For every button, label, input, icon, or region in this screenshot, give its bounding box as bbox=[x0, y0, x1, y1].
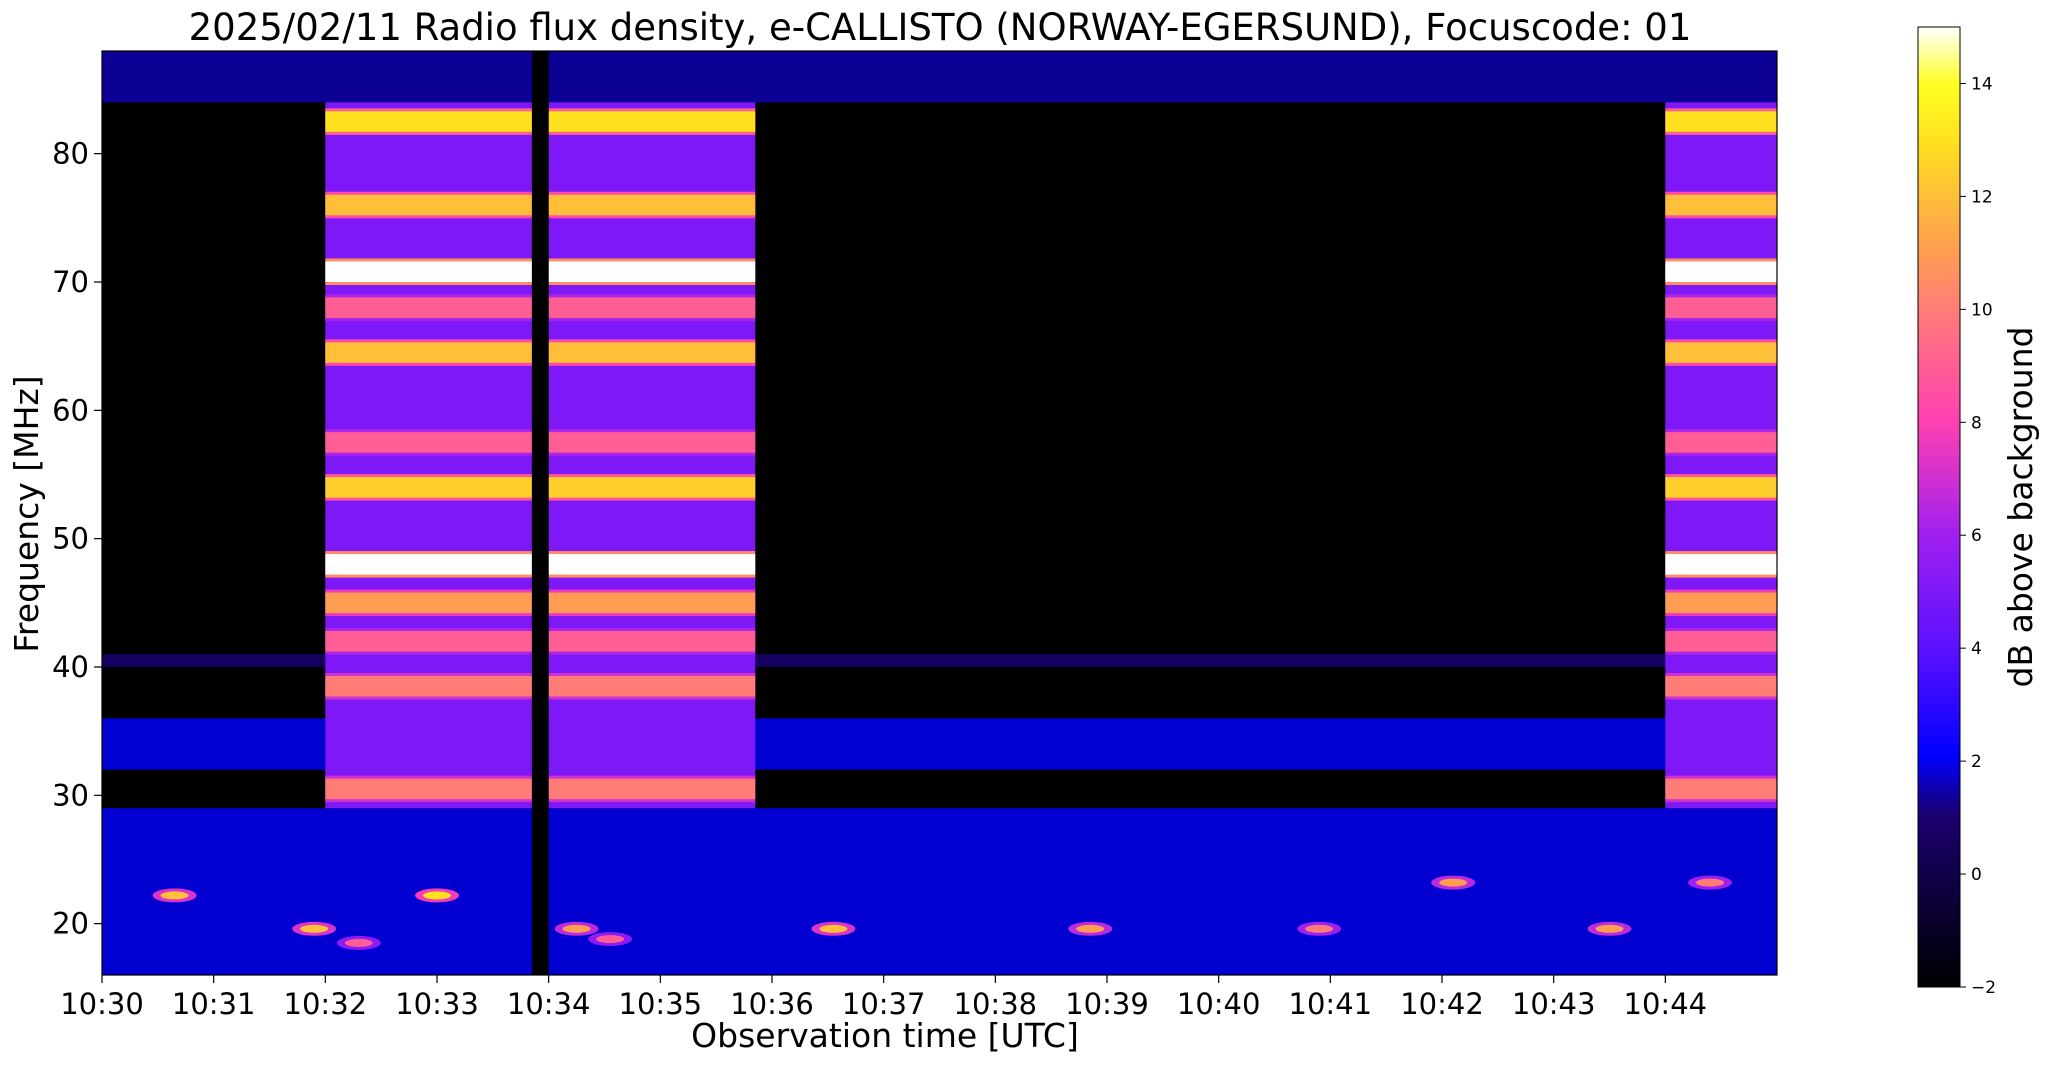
x-tick-label: 10:37 bbox=[842, 987, 926, 1021]
emission-band bbox=[548, 631, 756, 652]
emission-band bbox=[325, 342, 532, 363]
colorbar-tick-label: 4 bbox=[1971, 639, 1982, 659]
colorbar-tick-label: 6 bbox=[1971, 526, 1982, 546]
x-tick-label: 10:41 bbox=[1289, 987, 1373, 1021]
bright-spot bbox=[1696, 878, 1724, 887]
colorbar: −2 0 2 4 6 8 10 12 14 dB above background bbox=[1917, 26, 2040, 998]
data-gap bbox=[531, 51, 549, 975]
colorbar-tick-label: 2 bbox=[1971, 752, 1982, 772]
x-tick-label: 10:34 bbox=[507, 987, 591, 1021]
emission-band bbox=[548, 194, 756, 216]
y-tick-label: 40 bbox=[52, 650, 89, 684]
emission-band bbox=[325, 675, 532, 697]
emission-band bbox=[1665, 477, 1777, 498]
heatmap-plot-area bbox=[101, 50, 1778, 976]
emission-band bbox=[1665, 592, 1777, 614]
x-tick-label: 10:35 bbox=[619, 987, 703, 1021]
colorbar-ticks: −2 0 2 4 6 8 10 12 14 bbox=[1960, 74, 1996, 998]
x-tick-label: 10:39 bbox=[1065, 987, 1149, 1021]
colorbar-tick-label: −2 bbox=[1971, 978, 1996, 998]
emission-band bbox=[548, 261, 756, 282]
emission-band bbox=[1665, 194, 1777, 216]
emission-band bbox=[548, 778, 756, 800]
emission-band bbox=[548, 675, 756, 697]
background-band bbox=[102, 808, 1777, 975]
y-tick-label: 60 bbox=[52, 393, 89, 427]
bright-spot bbox=[596, 935, 625, 944]
colorbar-tick-label: 14 bbox=[1971, 74, 1993, 94]
emission-band bbox=[1665, 631, 1777, 652]
y-axis-label: Frequency [MHz] bbox=[7, 375, 46, 652]
emission-band bbox=[548, 111, 756, 132]
emission-band bbox=[548, 477, 756, 498]
x-axis-label: Observation time [UTC] bbox=[691, 1016, 1079, 1055]
bright-spot bbox=[300, 924, 329, 933]
y-tick-label: 30 bbox=[52, 778, 89, 812]
bright-spot bbox=[562, 924, 591, 933]
emission-band bbox=[325, 261, 532, 282]
x-tick-label: 10:42 bbox=[1400, 987, 1484, 1021]
emission-band bbox=[548, 432, 756, 453]
bright-spot bbox=[423, 891, 451, 900]
emission-band bbox=[325, 111, 532, 132]
chart-title: 2025/02/11 Radio flux density, e-CALLIST… bbox=[189, 6, 1692, 49]
y-axis: 20 30 40 50 60 70 80 bbox=[52, 137, 102, 941]
x-axis: 10:30 10:31 10:32 10:33 10:34 10:35 10:36 10:37… bbox=[60, 975, 1707, 1021]
emission-band bbox=[325, 778, 532, 800]
bright-spot bbox=[344, 938, 373, 947]
emission-band bbox=[548, 592, 756, 614]
emission-band bbox=[1665, 675, 1777, 697]
colorbar-tick-label: 8 bbox=[1971, 413, 1982, 433]
y-tick-label: 50 bbox=[52, 522, 89, 556]
bright-spot bbox=[1595, 924, 1624, 933]
background-band bbox=[102, 51, 1777, 103]
x-tick-label: 10:30 bbox=[60, 987, 144, 1021]
emission-band bbox=[1665, 554, 1777, 575]
colorbar-tick-label: 12 bbox=[1971, 187, 1993, 207]
colorbar-label: dB above background bbox=[2001, 327, 2040, 688]
emission-band bbox=[325, 592, 532, 614]
emission-band bbox=[325, 554, 532, 575]
x-tick-label: 10:31 bbox=[172, 987, 256, 1021]
plot-frame bbox=[101, 50, 1778, 976]
y-tick-label: 70 bbox=[52, 265, 89, 299]
colorbar-gradient bbox=[1917, 26, 1961, 988]
x-tick-label: 10:32 bbox=[284, 987, 368, 1021]
colorbar-tick-label: 0 bbox=[1971, 865, 1982, 885]
emission-band bbox=[325, 432, 532, 453]
x-tick-label: 10:36 bbox=[730, 987, 814, 1021]
emission-band bbox=[548, 342, 756, 363]
emission-band bbox=[1665, 778, 1777, 800]
y-tick-label: 80 bbox=[52, 137, 89, 171]
bright-spot bbox=[819, 924, 848, 933]
colorbar-tick-label: 10 bbox=[1971, 300, 1993, 320]
emission-band bbox=[1665, 432, 1777, 453]
emission-band bbox=[1665, 342, 1777, 363]
bright-spot bbox=[160, 891, 189, 900]
emission-band bbox=[1665, 261, 1777, 282]
emission-band bbox=[548, 554, 756, 575]
emission-band bbox=[325, 631, 532, 652]
emission-band bbox=[1665, 111, 1777, 132]
emission-band bbox=[325, 194, 532, 216]
x-tick-label: 10:38 bbox=[954, 987, 1038, 1021]
emission-band bbox=[1665, 297, 1777, 318]
x-tick-label: 10:33 bbox=[395, 987, 479, 1021]
x-tick-label: 10:44 bbox=[1624, 987, 1708, 1021]
bright-spot bbox=[1076, 924, 1105, 933]
bright-spot bbox=[1305, 924, 1334, 933]
y-tick-label: 20 bbox=[52, 907, 89, 941]
bright-spot bbox=[1439, 878, 1468, 887]
emission-band bbox=[325, 297, 532, 318]
emission-band bbox=[325, 477, 532, 498]
x-tick-label: 10:40 bbox=[1177, 987, 1261, 1021]
emission-band bbox=[548, 297, 756, 318]
x-tick-label: 10:43 bbox=[1512, 987, 1596, 1021]
